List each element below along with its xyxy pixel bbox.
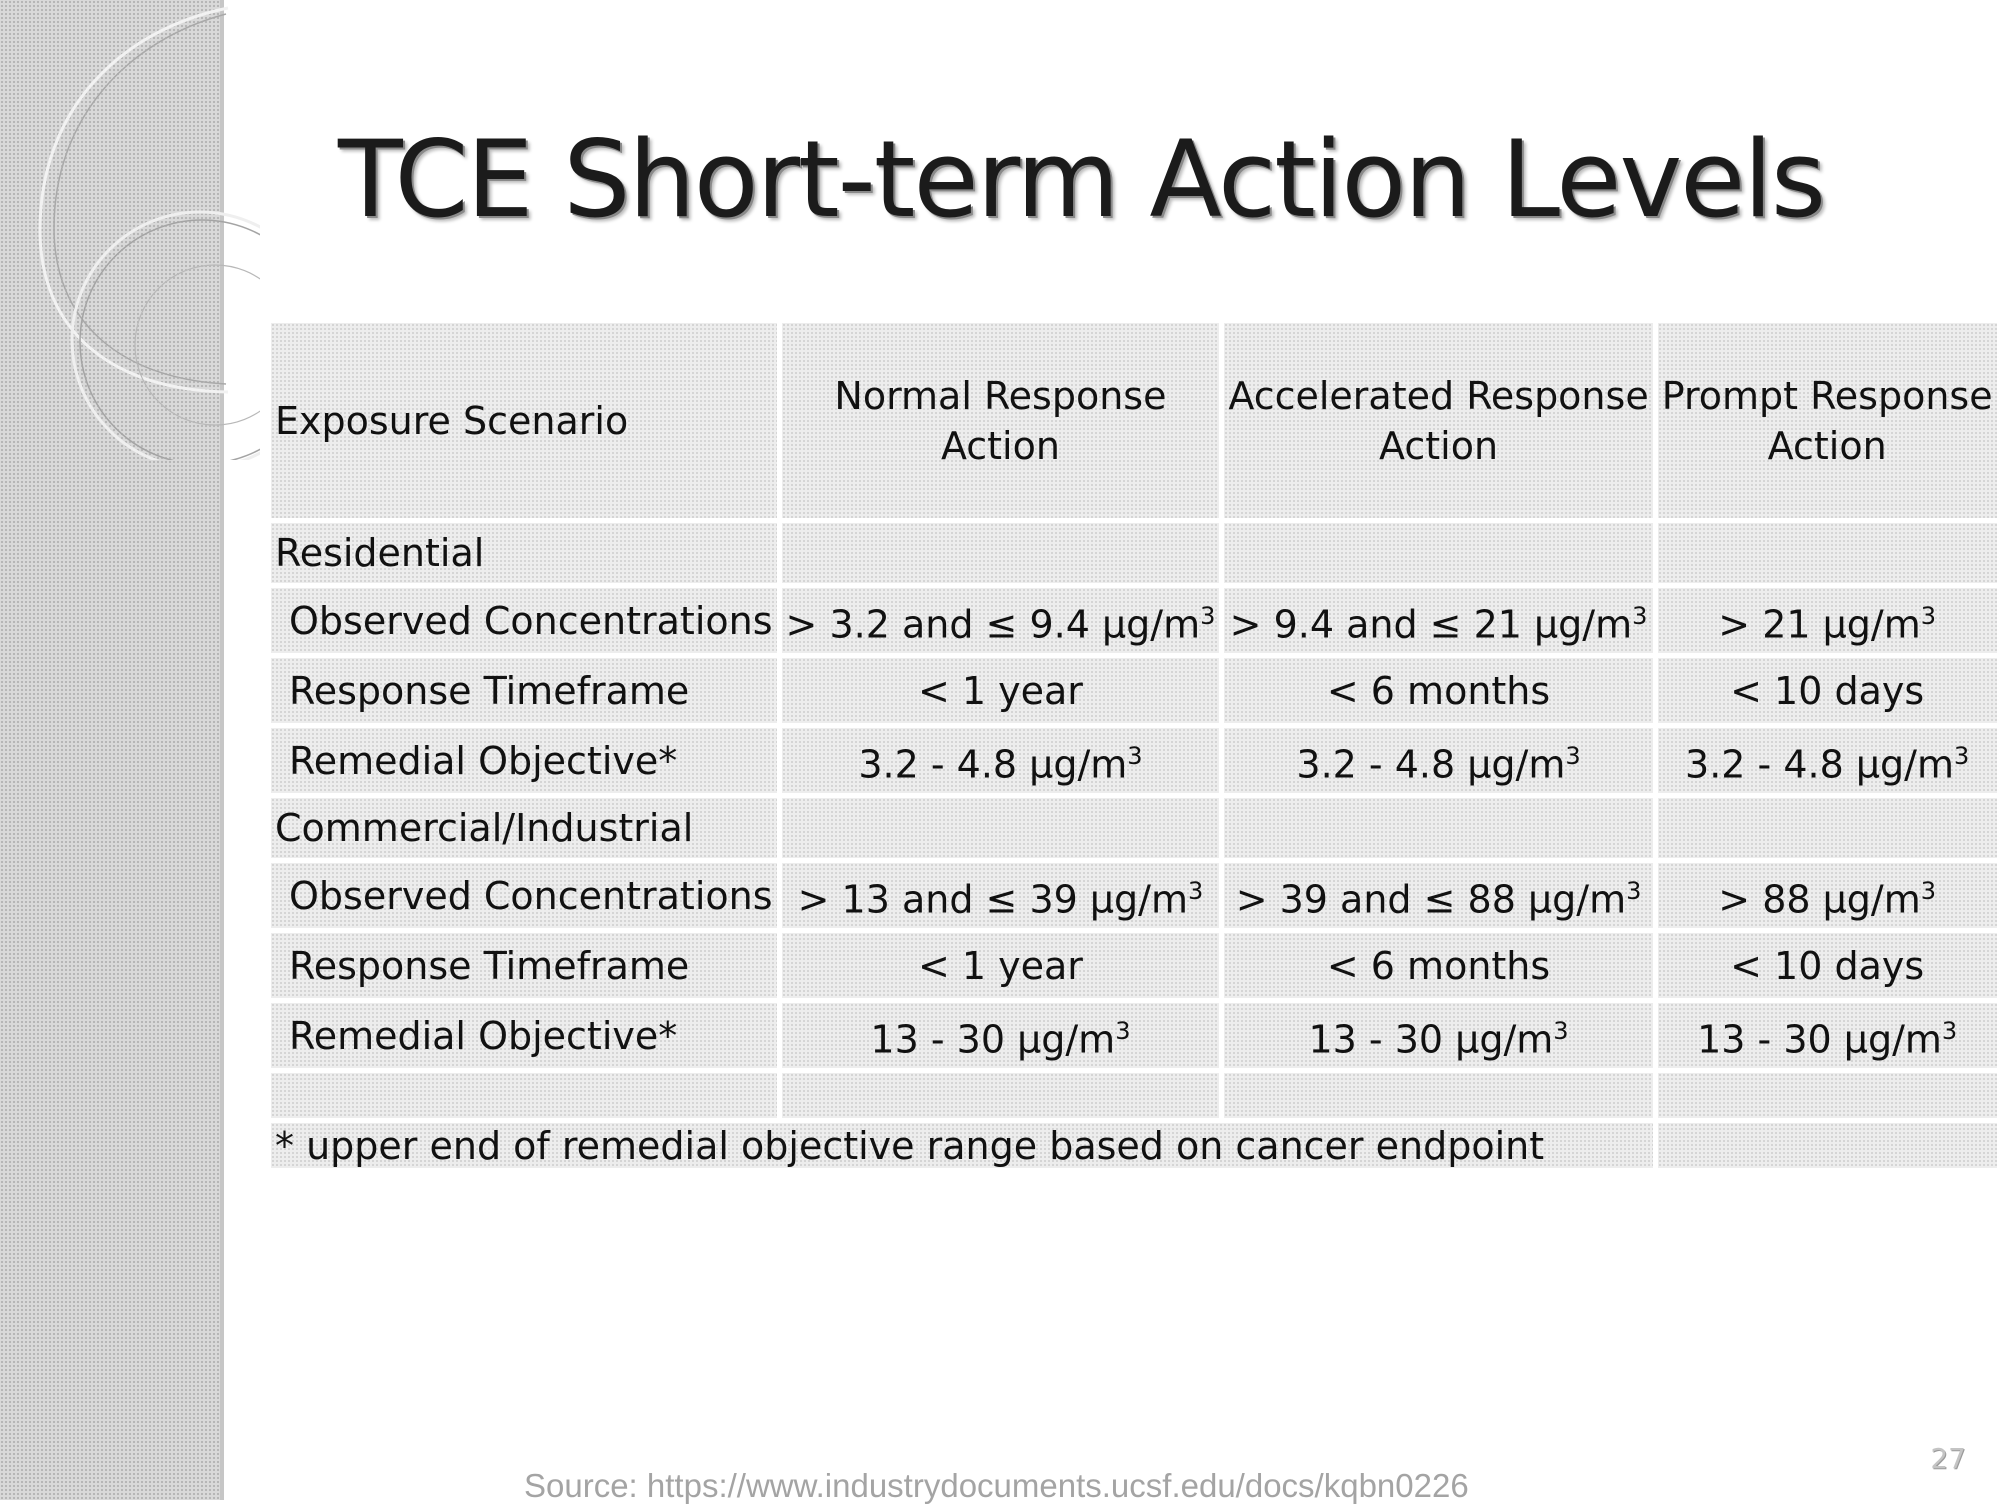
row-label: Observed Concentrations [271, 588, 777, 653]
table-row: Response Timeframe < 1 year < 6 months < 10… [271, 933, 1997, 998]
column-header: Exposure Scenario [271, 323, 777, 518]
section-row: Commercial/Industrial [271, 798, 1997, 858]
action-levels-table: Exposure Scenario Normal Response Action Ac… [266, 318, 2000, 1173]
table-row: Observed Concentrations > 3.2 and ≤ 9.4 μ… [271, 588, 1997, 653]
empty-cell [1224, 798, 1653, 858]
table-row: Remedial Objective* 3.2 - 4.8 μg/m3 3.2 - … [271, 728, 1997, 793]
empty-cell [1657, 1123, 1997, 1168]
value-cell: > 3.2 and ≤ 9.4 μg/m3 [781, 588, 1220, 653]
header-row: Exposure Scenario Normal Response Action Ac… [271, 323, 1997, 518]
row-label: Response Timeframe [271, 658, 777, 723]
row-label: Response Timeframe [271, 933, 777, 998]
column-header: Accelerated Response Action [1224, 323, 1653, 518]
section-label: Residential [271, 523, 777, 583]
value-cell: > 88 μg/m3 [1657, 863, 1997, 928]
value-cell: 13 - 30 μg/m3 [1657, 1003, 1997, 1068]
footnote-row: * upper end of remedial objective range … [271, 1123, 1997, 1168]
page-number: 27 [1930, 1442, 1966, 1475]
blank-row [271, 1073, 1997, 1118]
source-line: Source: https://www.industrydocuments.uc… [524, 1467, 1469, 1504]
value-cell: 3.2 - 4.8 μg/m3 [781, 728, 1220, 793]
empty-cell [1657, 523, 1997, 583]
table-row: Remedial Objective* 13 - 30 μg/m3 13 - 30 … [271, 1003, 1997, 1068]
empty-cell [1224, 1073, 1653, 1118]
column-header: Normal Response Action [781, 323, 1220, 518]
row-label: Remedial Objective* [271, 728, 777, 793]
section-label: Commercial/Industrial [271, 798, 777, 858]
value-cell: < 6 months [1224, 933, 1653, 998]
column-header: Prompt Response Action [1657, 323, 1997, 518]
value-cell: 3.2 - 4.8 μg/m3 [1657, 728, 1997, 793]
value-cell: < 10 days [1657, 658, 1997, 723]
swirl-decoration [38, 6, 260, 460]
value-cell: < 6 months [1224, 658, 1653, 723]
side-decoration-band [0, 0, 224, 1500]
empty-cell [781, 1073, 1220, 1118]
value-cell: > 21 μg/m3 [1657, 588, 1997, 653]
empty-cell [271, 1073, 777, 1118]
value-cell: < 10 days [1657, 933, 1997, 998]
value-cell: 13 - 30 μg/m3 [781, 1003, 1220, 1068]
value-cell: > 9.4 and ≤ 21 μg/m3 [1224, 588, 1653, 653]
footnote: * upper end of remedial objective range … [271, 1123, 1653, 1168]
empty-cell [1224, 523, 1653, 583]
empty-cell [781, 523, 1220, 583]
value-cell: < 1 year [781, 658, 1220, 723]
row-label: Remedial Objective* [271, 1003, 777, 1068]
empty-cell [781, 798, 1220, 858]
value-cell: < 1 year [781, 933, 1220, 998]
value-cell: > 39 and ≤ 88 μg/m3 [1224, 863, 1653, 928]
table-row: Observed Concentrations > 13 and ≤ 39 μg/… [271, 863, 1997, 928]
value-cell: 3.2 - 4.8 μg/m3 [1224, 728, 1653, 793]
section-row: Residential [271, 523, 1997, 583]
empty-cell [1657, 1073, 1997, 1118]
row-label: Observed Concentrations [271, 863, 777, 928]
slide-title: TCE Short-term Action Levels [338, 118, 1826, 241]
value-cell: > 13 and ≤ 39 μg/m3 [781, 863, 1220, 928]
value-cell: 13 - 30 μg/m3 [1224, 1003, 1653, 1068]
empty-cell [1657, 798, 1997, 858]
table-row: Response Timeframe < 1 year < 6 months < 10… [271, 658, 1997, 723]
